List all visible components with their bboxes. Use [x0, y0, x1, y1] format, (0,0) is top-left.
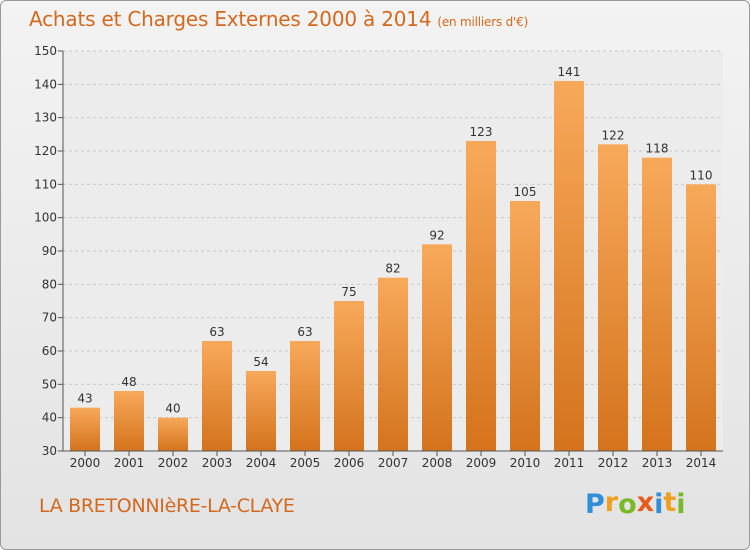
bar [158, 417, 188, 451]
y-tick-label: 40 [42, 411, 57, 425]
x-tick-label: 2000 [70, 456, 101, 470]
x-tick-label: 2002 [158, 456, 189, 470]
data-label: 105 [514, 185, 537, 199]
x-tick-label: 2014 [686, 456, 717, 470]
x-tick-label: 2006 [334, 456, 365, 470]
x-tick-label: 2011 [554, 456, 585, 470]
y-tick-label: 60 [42, 344, 57, 358]
data-label: 110 [690, 168, 713, 182]
bar [290, 341, 320, 451]
data-label: 40 [165, 402, 180, 416]
x-tick-label: 2012 [598, 456, 629, 470]
y-tick-label: 100 [34, 211, 57, 225]
labels-layer: 43 48 40 63 54 63 75 82 92 123 105 141 122 118 110 [77, 65, 712, 416]
bar [466, 141, 496, 451]
data-label: 118 [646, 142, 669, 156]
x-tick-label: 2008 [422, 456, 453, 470]
x-tick-label: 2003 [202, 456, 233, 470]
data-label: 48 [121, 375, 136, 389]
bar [334, 301, 364, 451]
y-tick-label: 30 [42, 444, 57, 458]
bar [686, 184, 716, 452]
bar [422, 244, 452, 451]
y-tick-label: 120 [34, 144, 57, 158]
data-label: 63 [209, 325, 224, 339]
x-tick-label: 2004 [246, 456, 277, 470]
x-tick-label: 2005 [290, 456, 321, 470]
x-tick-label: 2007 [378, 456, 409, 470]
logo-letter: o [618, 489, 637, 520]
bar [202, 341, 232, 451]
chart-unit: (en milliers d'€) [437, 15, 529, 29]
data-label: 122 [602, 128, 625, 142]
logo-letter: i [654, 489, 664, 520]
bar [642, 157, 672, 451]
axes-layer: 30 40 50 60 70 80 90 100 110 120 130 140 150 2000 2001… [34, 44, 723, 470]
data-label: 82 [385, 262, 400, 276]
bar-chart: 43 48 40 63 54 63 75 82 92 123 105 141 122 118 110 30 4… [34, 44, 723, 470]
logo-letter: x [636, 487, 655, 518]
proxiti-logo[interactable]: Proxiti [585, 487, 686, 520]
bar [378, 277, 408, 451]
x-tick-label: 2010 [510, 456, 541, 470]
bar [554, 81, 584, 451]
y-tick-label: 140 [34, 77, 57, 91]
y-tick-label: 90 [42, 244, 57, 258]
data-label: 54 [253, 355, 268, 369]
chart-title-text: Achats et Charges Externes 2000 à 2014 [29, 7, 432, 31]
x-tick-label: 2001 [114, 456, 145, 470]
bar [70, 407, 100, 451]
data-label: 92 [429, 228, 444, 242]
x-tick-label: 2009 [466, 456, 497, 470]
logo-letter: t [663, 487, 677, 518]
data-label: 123 [470, 125, 493, 139]
data-label: 43 [77, 392, 92, 406]
logo-letter: i [676, 489, 686, 520]
commune-name: LA BRETONNIèRE-LA-CLAYE [39, 495, 295, 517]
data-label: 75 [341, 285, 356, 299]
y-tick-label: 150 [34, 44, 57, 58]
y-tick-label: 80 [42, 277, 57, 291]
data-label: 63 [297, 325, 312, 339]
bar [598, 144, 628, 452]
y-tick-label: 130 [34, 111, 57, 125]
logo-letter: P [585, 489, 605, 520]
logo-letter: r [604, 487, 619, 518]
x-tick-label: 2013 [642, 456, 673, 470]
bar [510, 201, 540, 451]
y-tick-label: 70 [42, 311, 57, 325]
y-tick-label: 50 [42, 377, 57, 391]
bars-layer [70, 81, 716, 452]
bar [246, 371, 276, 451]
data-label: 141 [558, 65, 581, 79]
chart-title: Achats et Charges Externes 2000 à 2014 (e… [29, 7, 528, 31]
bar [114, 391, 144, 451]
y-tick-label: 110 [34, 177, 57, 191]
